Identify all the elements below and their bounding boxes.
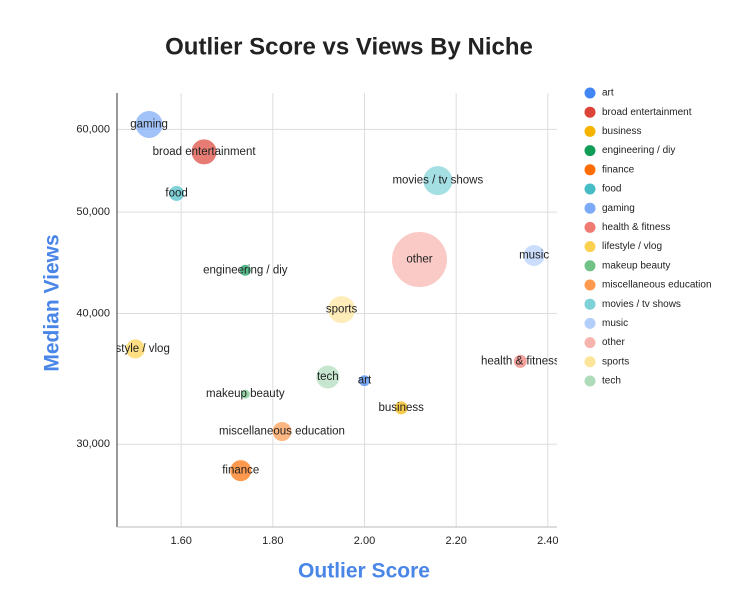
legend-swatch xyxy=(584,183,596,195)
legend-label: lifestyle / vlog xyxy=(602,241,662,252)
bubble xyxy=(134,109,164,139)
bubble xyxy=(327,295,357,325)
bubble xyxy=(239,388,251,400)
legend-swatch xyxy=(584,241,596,253)
bubble-label: engineering / diy xyxy=(203,264,288,276)
bubble-label: finance xyxy=(222,465,259,477)
bubble xyxy=(229,459,253,483)
bubble-label: lifestyle / vlog xyxy=(101,343,170,355)
bubble xyxy=(315,364,341,390)
legend-label: music xyxy=(602,318,628,329)
bubble-label: art xyxy=(358,375,372,387)
bubble xyxy=(168,184,186,202)
legend-label: art xyxy=(602,88,614,99)
legend: art broad entertainment business engineerin… xyxy=(584,87,712,387)
y-tick-label: 40,000 xyxy=(76,307,110,319)
bubble-label: movies / tv shows xyxy=(392,175,483,187)
bubble-label: other xyxy=(406,254,432,266)
x-tick-label: 2.20 xyxy=(445,535,466,547)
legend-label: food xyxy=(602,184,621,195)
y-tick-label: 30,000 xyxy=(76,438,110,450)
legend-swatch xyxy=(584,337,596,349)
bubble-label: broad entertainment xyxy=(153,146,257,158)
legend-swatch xyxy=(584,260,596,272)
bubble-labels: art broad entertainment business engineerin… xyxy=(101,118,560,477)
bubble xyxy=(512,353,528,369)
legend-label: sports xyxy=(602,356,629,367)
legend-swatch xyxy=(584,87,596,99)
legend-label: business xyxy=(602,126,641,137)
bubble-label: gaming xyxy=(130,118,168,130)
bubbles xyxy=(124,109,546,483)
bubble xyxy=(422,165,454,197)
grid: 1.60 1.80 2.00 2.20 2.40 30,000 40,000 50,000 60… xyxy=(76,93,559,547)
bubble xyxy=(358,374,371,388)
legend-swatch xyxy=(584,125,596,137)
legend-label: finance xyxy=(602,164,635,175)
bubble xyxy=(271,420,293,442)
bubble xyxy=(393,400,409,416)
legend-label: other xyxy=(602,337,625,348)
legend-swatch xyxy=(584,375,596,387)
bubble-label: tech xyxy=(317,371,339,383)
bubble-label: miscellaneous education xyxy=(219,426,345,438)
bubble xyxy=(190,138,218,166)
bubble-label: health & fitness xyxy=(481,355,560,367)
x-tick-label: 2.40 xyxy=(537,535,558,547)
y-tick-label: 60,000 xyxy=(76,123,110,135)
legend-swatch xyxy=(584,221,596,233)
legend-swatch xyxy=(584,106,596,118)
bubble-label: business xyxy=(378,402,424,414)
legend-label: tech xyxy=(602,376,621,387)
bubble-label: food xyxy=(165,188,187,200)
legend-label: miscellaneous education xyxy=(602,280,712,291)
legend-label: gaming xyxy=(602,203,635,214)
x-axis-title: Outlier Score xyxy=(298,560,430,583)
legend-label: broad entertainment xyxy=(602,107,692,118)
legend-swatch xyxy=(584,145,596,157)
legend-swatch xyxy=(584,164,596,176)
legend-label: movies / tv shows xyxy=(602,299,681,310)
bubble xyxy=(124,338,146,360)
chart-title: Outlier Score vs Views By Niche xyxy=(165,33,533,60)
bubble-label: sports xyxy=(326,304,358,316)
legend-label: health & fitness xyxy=(602,222,670,233)
bubble-label: music xyxy=(519,250,549,262)
y-axis-title: Median Views xyxy=(41,234,64,371)
legend-swatch xyxy=(584,356,596,368)
legend-label: makeup beauty xyxy=(602,260,670,271)
y-tick-label: 50,000 xyxy=(76,206,110,218)
bubble xyxy=(238,263,252,277)
x-tick-label: 1.80 xyxy=(262,535,283,547)
legend-swatch xyxy=(584,317,596,329)
x-tick-label: 1.60 xyxy=(170,535,191,547)
legend-swatch xyxy=(584,298,596,310)
legend-label: engineering / diy xyxy=(602,145,675,156)
bubble-label: makeup beauty xyxy=(206,388,285,400)
legend-swatch xyxy=(584,279,596,291)
bubble xyxy=(391,231,448,289)
x-tick-label: 2.00 xyxy=(354,535,375,547)
bubble xyxy=(522,244,546,268)
legend-swatch xyxy=(584,202,596,214)
